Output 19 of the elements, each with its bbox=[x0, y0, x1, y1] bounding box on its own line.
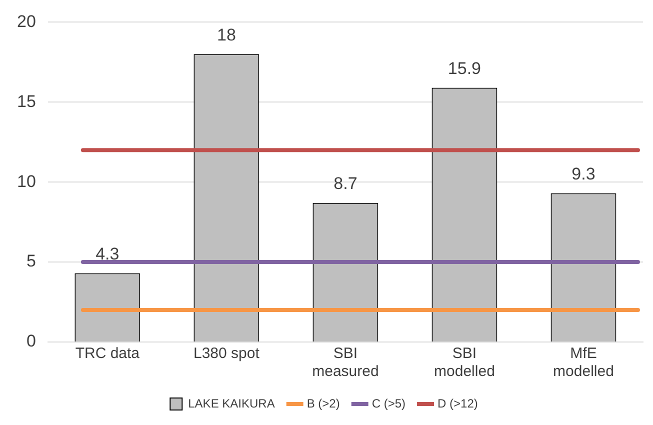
data-label: 15.9 bbox=[448, 58, 482, 78]
x-tick-label: MfE modelled bbox=[553, 345, 614, 380]
y-tick-label: 10 bbox=[16, 172, 36, 191]
data-label: 18 bbox=[216, 25, 236, 44]
y-tick-label: 0 bbox=[26, 332, 36, 351]
data-label: 9.3 bbox=[572, 164, 596, 184]
legend-label: D (>12) bbox=[438, 396, 478, 410]
x-tick-label: L380 spot bbox=[193, 345, 260, 362]
x-tick-label: SBI measured bbox=[312, 345, 379, 380]
data-label: 8.7 bbox=[334, 174, 358, 194]
legend-label: B (>2) bbox=[306, 396, 340, 410]
legend-label: LAKE KAIKURA bbox=[188, 396, 275, 410]
legend-label: C (>5) bbox=[372, 396, 406, 410]
x-tick-label: TRC data bbox=[75, 345, 140, 362]
x-tick-label: SBI modelled bbox=[434, 345, 495, 380]
data-label: 4.3 bbox=[96, 244, 120, 264]
y-tick-label: 20 bbox=[16, 12, 36, 31]
y-tick-label: 5 bbox=[26, 252, 36, 271]
y-tick-label: 15 bbox=[16, 92, 36, 111]
